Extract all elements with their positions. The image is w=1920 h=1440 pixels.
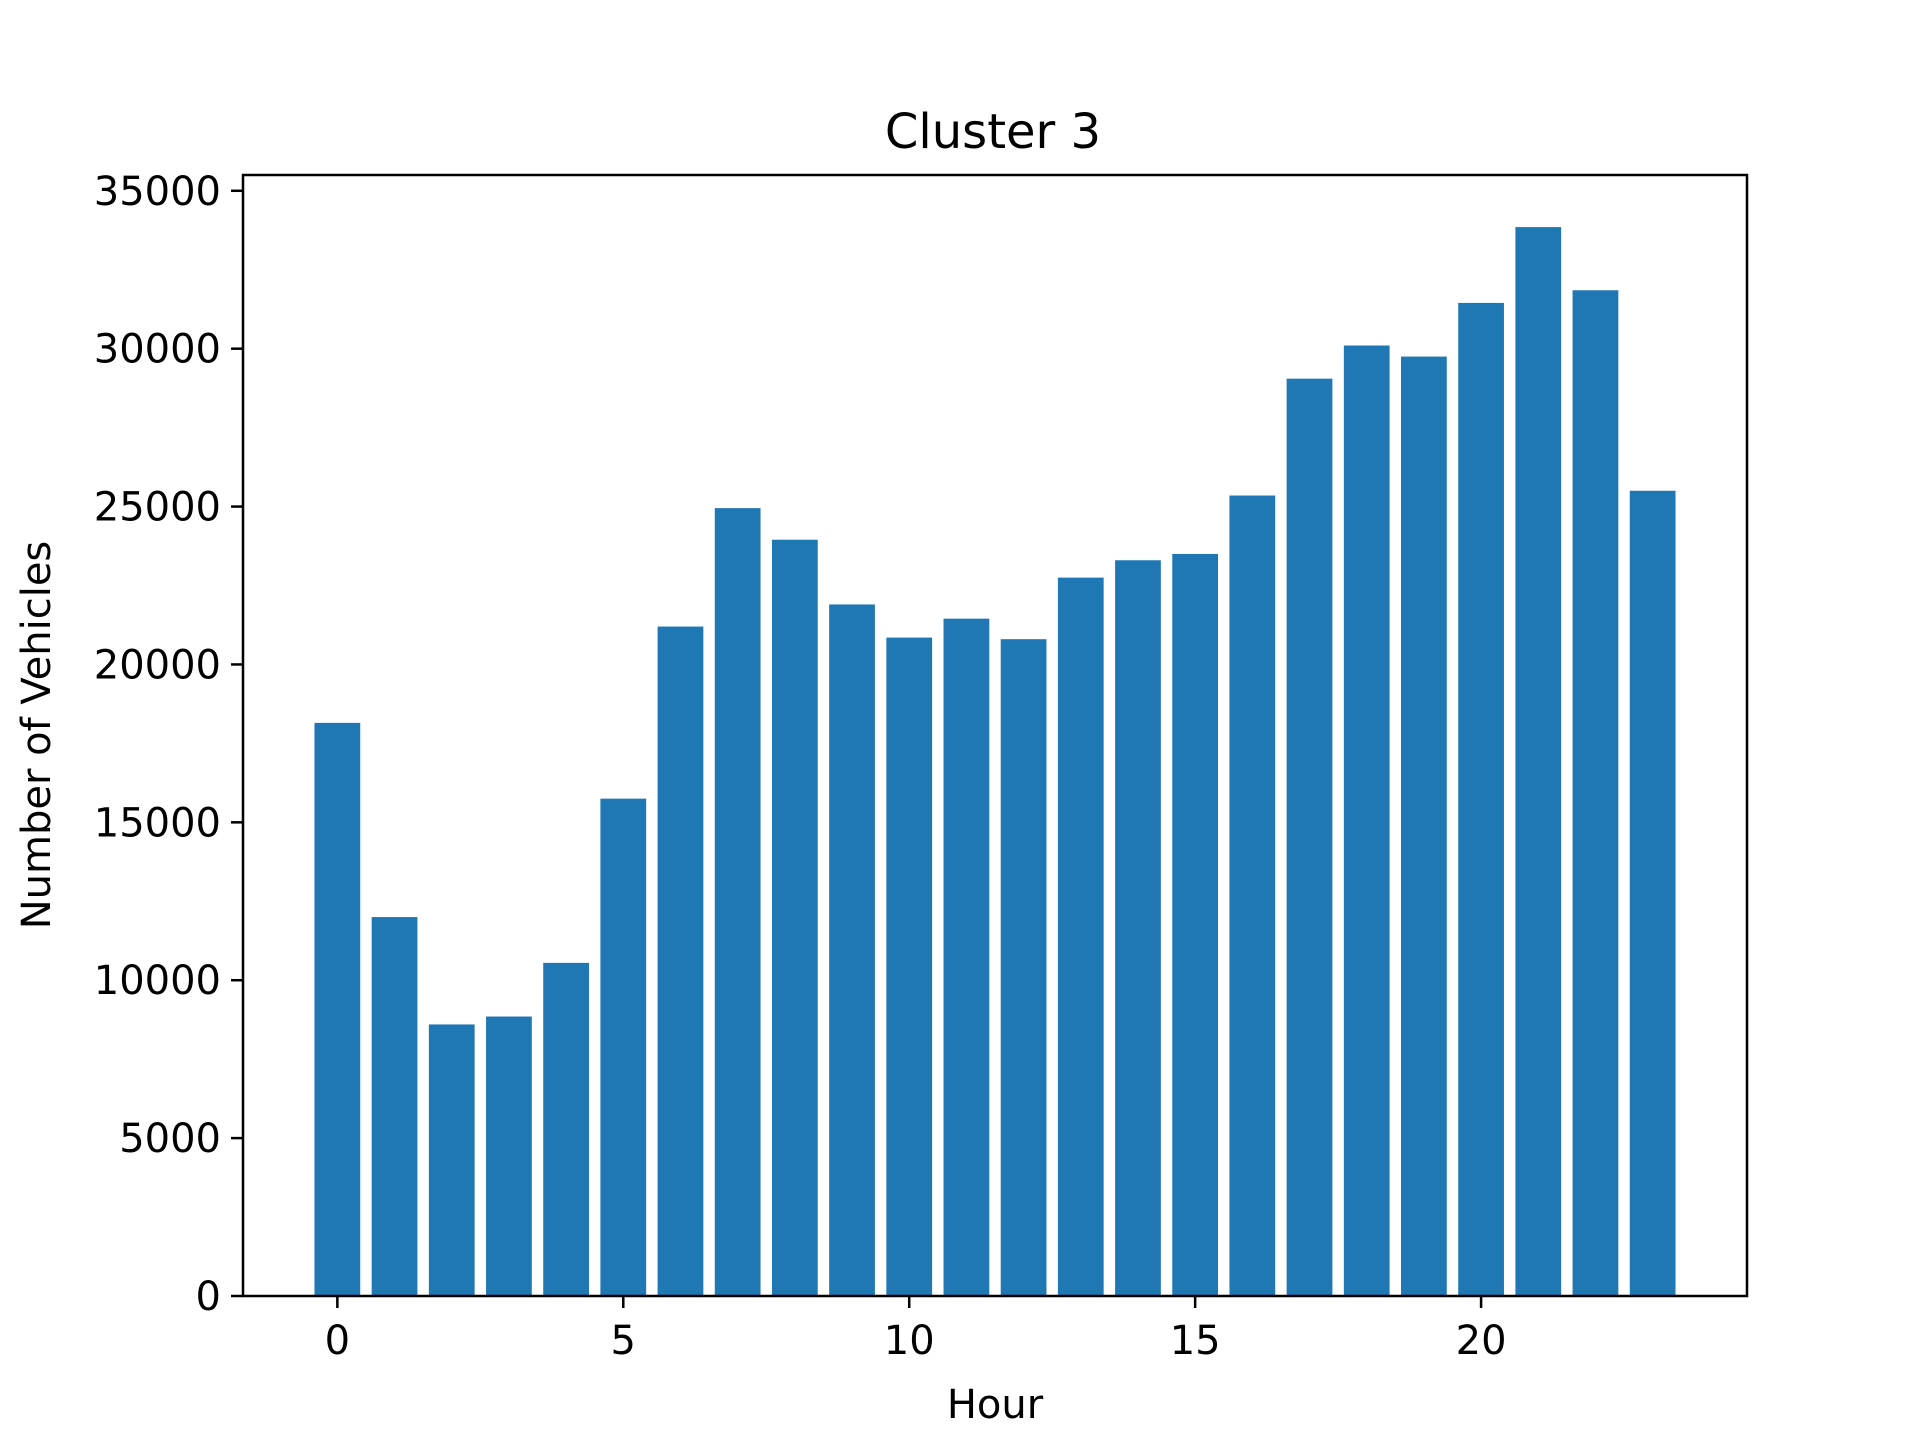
chart-title: Cluster 3	[885, 104, 1101, 160]
bar-hour-0	[314, 722, 361, 1296]
y-tick-label: 20000	[94, 642, 221, 688]
plot-area-frame	[241, 173, 1749, 1298]
bar-hour-9	[829, 604, 875, 1296]
y-axis-label: Number of Vehicles	[14, 541, 60, 930]
bar-hour-22	[1572, 290, 1619, 1296]
bar-hour-23	[1629, 490, 1676, 1296]
bar-hour-12	[1000, 639, 1047, 1296]
x-tick-label: 0	[325, 1318, 350, 1364]
y-tick-label: 15000	[94, 800, 221, 846]
bar-hour-13	[1057, 577, 1104, 1296]
y-tick-label: 35000	[94, 169, 221, 215]
bar-hour-1	[371, 917, 418, 1296]
bar-hour-6	[657, 626, 704, 1296]
y-tick-label: 30000	[94, 327, 221, 373]
x-tick-label: 5	[611, 1318, 636, 1364]
y-tick-label: 10000	[94, 958, 221, 1004]
y-axis-ticks: 0 5000 10000 15000 20000 25000 30000 35000	[94, 169, 243, 1320]
bar-hour-15	[1172, 553, 1219, 1296]
x-tick-label: 20	[1456, 1318, 1507, 1364]
bar-hour-10	[886, 637, 933, 1296]
x-tick-label: 10	[884, 1318, 935, 1364]
bar-hour-20	[1458, 302, 1504, 1296]
y-tick-label: 25000	[94, 485, 221, 531]
bar-hour-16	[1229, 495, 1276, 1296]
y-tick-label: 5000	[119, 1116, 221, 1162]
bar-hour-19	[1401, 356, 1447, 1296]
bar-hour-17	[1286, 378, 1333, 1296]
bar-hour-4	[543, 962, 589, 1296]
bar-hour-8	[771, 539, 818, 1296]
y-tick-label: 0	[196, 1274, 221, 1320]
x-axis-ticks: 0 5 10 15 20	[325, 1296, 1507, 1364]
bar-hour-2	[428, 1024, 475, 1296]
bar-hour-21	[1515, 227, 1562, 1297]
bar-hour-3	[486, 1016, 532, 1296]
x-tick-label: 15	[1170, 1318, 1221, 1364]
bar-hour-7	[714, 508, 761, 1296]
bar-hour-18	[1343, 345, 1390, 1296]
bar-hour-5	[600, 798, 647, 1296]
bars-group	[314, 227, 1676, 1297]
bar-hour-11	[943, 618, 990, 1296]
x-axis-label: Hour	[947, 1382, 1044, 1428]
bar-hour-14	[1115, 560, 1161, 1296]
